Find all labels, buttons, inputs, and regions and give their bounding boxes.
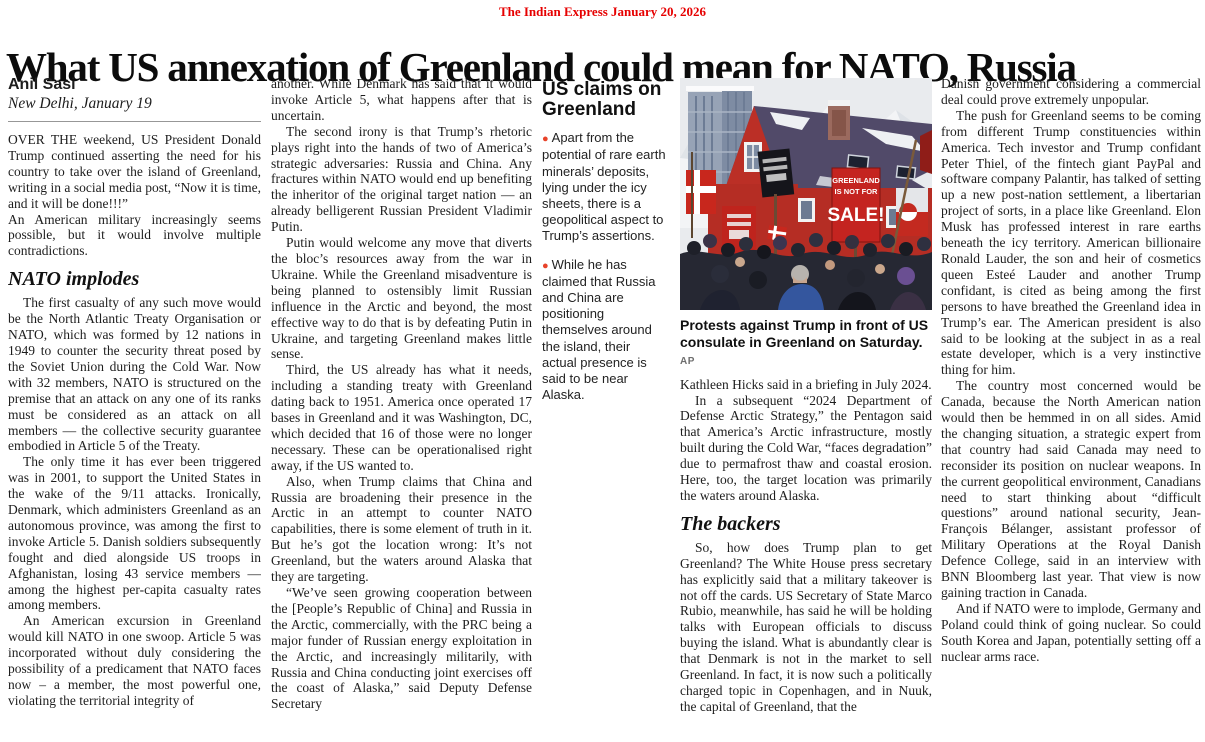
article-column-5: Danish government considering a commerci…	[941, 76, 1201, 738]
protest-photo-illustration: GREENLAND IS NOT FOR SALE!	[680, 78, 932, 310]
article-column-2: another. While Denmark has said that it …	[271, 76, 532, 738]
bullet-icon: ●	[542, 133, 549, 146]
paragraph: “We’ve seen growing cooperation between …	[271, 585, 532, 712]
paragraph: Danish government considering a commerci…	[941, 76, 1201, 107]
sign-text-line2: IS NOT FOR	[835, 187, 879, 196]
paragraph: another. While Denmark has said that it …	[271, 76, 532, 123]
photo-caption-text: Protests against Trump in front of US co…	[680, 317, 929, 350]
sidebar-bullet-item: ● While he has claimed that Russia and Ch…	[542, 257, 666, 404]
protest-sign-greenland-not-for-sale: GREENLAND IS NOT FOR SALE!	[828, 167, 885, 243]
masthead-date: The Indian Express January 20, 2026	[498, 4, 707, 19]
sidebar-us-claims: US claims on Greenland ● Apart from the p…	[542, 80, 666, 742]
sign-text-line1: GREENLAND	[832, 176, 880, 185]
byline-author: Anil Sasi	[8, 76, 76, 93]
bullet-icon: ●	[542, 259, 549, 272]
sidebar-bullet-text: Apart from the potential of rare earth m…	[542, 130, 666, 244]
article-column-4: GREENLAND IS NOT FOR SALE!	[680, 78, 932, 740]
paragraph: The only time it has ever been triggered…	[8, 454, 261, 613]
paragraph: OVER THE weekend, US President Donald Tr…	[8, 132, 261, 211]
section-subhead-nato-implodes: NATO implodes	[8, 268, 140, 291]
paragraph: The country most concerned would be Cana…	[941, 378, 1201, 600]
photo-caption: Protests against Trump in front of US co…	[680, 317, 932, 368]
paragraph: The push for Greenland seems to be comin…	[941, 107, 1201, 378]
article-column-1: Anil Sasi New Delhi, January 19 OVER THE…	[8, 76, 261, 738]
sidebar-bullet-text: While he has claimed that Russia and Chi…	[542, 256, 656, 403]
paragraph: Putin would welcome any move that divert…	[271, 235, 532, 362]
byline-divider	[8, 121, 261, 122]
sign-text-line3: SALE!	[828, 205, 885, 226]
sidebar-bullet-item: ● Apart from the potential of rare earth …	[542, 130, 666, 244]
paragraph: And if NATO were to implode, Germany and…	[941, 600, 1201, 664]
sidebar-heading: US claims on Greenland	[542, 80, 662, 121]
paragraph: Also, when Trump claims that China and R…	[271, 473, 532, 585]
crowd-heads	[687, 233, 931, 310]
protest-sign-black	[757, 148, 795, 198]
paragraph: So, how does Trump plan to get Greenland…	[680, 539, 932, 714]
paragraph: An American excursion in Greenland would…	[8, 613, 261, 708]
danish-flag	[686, 170, 716, 214]
paragraph: In a subsequent “2024 Department of Defe…	[680, 392, 932, 503]
byline-dateline: New Delhi, January 19	[8, 95, 152, 112]
paragraph: Third, the US already has what it needs,…	[271, 362, 532, 473]
paragraph: The first casualty of any such move woul…	[8, 295, 261, 454]
protest-photo: GREENLAND IS NOT FOR SALE!	[680, 78, 932, 310]
section-subhead-the-backers: The backers	[680, 512, 781, 535]
paragraph: The second irony is that Trump’s rhetori…	[271, 123, 532, 235]
paragraph: Kathleen Hicks said in a briefing in Jul…	[680, 376, 932, 392]
photo-credit: AP	[680, 355, 695, 367]
paragraph: An American military increasingly seems …	[8, 211, 261, 259]
